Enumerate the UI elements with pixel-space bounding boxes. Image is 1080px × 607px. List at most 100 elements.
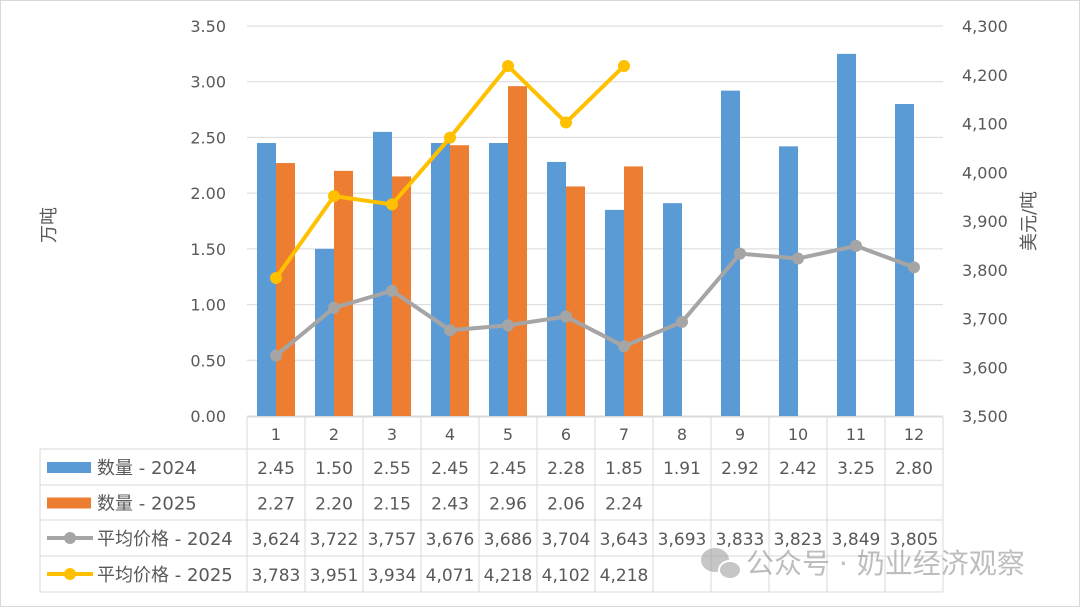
x-tick-label: 3	[387, 425, 397, 444]
data-label: 2.43	[431, 495, 469, 515]
data-label: 4,071	[426, 566, 475, 586]
y2-tick-label: 3,900	[962, 212, 1008, 231]
y-tick-label: 3.50	[190, 17, 226, 36]
data-label: 3,624	[252, 530, 301, 550]
data-label: 2.55	[373, 459, 411, 479]
bar-数量-2024	[431, 143, 450, 416]
y-tick-label: 0.00	[190, 407, 226, 426]
data-label: 1.50	[315, 459, 353, 479]
data-point	[328, 301, 340, 314]
data-label: 3.25	[837, 459, 875, 479]
x-tick-label: 12	[904, 425, 924, 444]
data-point	[618, 340, 630, 353]
data-label: 2.20	[315, 495, 353, 515]
data-label: 3,757	[368, 530, 417, 550]
y2-tick-label: 4,100	[962, 115, 1008, 134]
y2-tick-label: 4,300	[962, 17, 1008, 36]
data-point	[444, 131, 456, 144]
bar-数量-2024	[373, 131, 392, 416]
data-label: 2.28	[547, 459, 585, 479]
y2-tick-label: 3,800	[962, 261, 1008, 280]
y2-axis-label: 美元/吨	[1019, 191, 1040, 251]
data-point	[734, 247, 746, 260]
y2-tick-label: 3,700	[962, 310, 1008, 329]
data-point	[792, 252, 804, 265]
bar-数量-2024	[837, 53, 856, 416]
y-tick-label: 2.50	[190, 128, 226, 147]
watermark-text: 公众号 · 奶业经济观察	[746, 547, 1025, 580]
data-label: 3,805	[890, 530, 939, 550]
data-label: 2.45	[431, 459, 469, 479]
data-label: 2.45	[257, 459, 295, 479]
bar-数量-2024	[895, 104, 914, 416]
x-tick-label: 4	[445, 425, 455, 444]
bar-数量-2025	[334, 170, 353, 416]
x-tick-label: 11	[846, 425, 866, 444]
legend-label: 数量 - 2024	[97, 458, 197, 479]
data-label: 3,833	[716, 530, 765, 550]
data-point	[270, 349, 282, 362]
x-tick-label: 6	[561, 425, 571, 444]
bar-数量-2024	[315, 248, 334, 416]
data-label: 2.80	[895, 459, 933, 479]
bar-数量-2025	[450, 145, 469, 416]
bar-数量-2025	[508, 86, 527, 417]
x-tick-label: 7	[619, 425, 629, 444]
y-tick-label: 1.00	[190, 296, 226, 315]
data-label: 3,643	[600, 530, 649, 550]
data-point	[444, 324, 456, 337]
data-label: 3,934	[368, 566, 417, 586]
data-point	[908, 261, 920, 274]
y-axis-label: 万吨	[39, 207, 60, 243]
data-point	[386, 284, 398, 297]
bar-数量-2024	[779, 146, 798, 417]
series-line	[274, 243, 915, 358]
data-point	[618, 59, 630, 72]
bar-数量-2024	[605, 209, 624, 416]
data-label: 2.96	[489, 495, 527, 515]
y-tick-label: 3.00	[190, 73, 226, 92]
data-label: 3,849	[832, 530, 881, 550]
data-label: 2.15	[373, 495, 411, 515]
bar-数量-2025	[624, 166, 643, 416]
data-label: 2.24	[605, 495, 643, 515]
data-label: 3,704	[542, 530, 591, 550]
y-tick-label: 0.50	[190, 351, 226, 370]
data-point	[328, 190, 340, 203]
data-label: 3,951	[310, 566, 359, 586]
data-label: 4,218	[600, 566, 649, 586]
bar-数量-2024	[721, 90, 740, 416]
data-label: 2.27	[257, 495, 295, 515]
data-label: 1.91	[663, 459, 701, 479]
legend-key-marker	[64, 532, 76, 544]
x-tick-label: 10	[788, 425, 808, 444]
data-point	[560, 310, 572, 323]
data-label: 4,102	[542, 566, 591, 586]
legend-label: 平均价格 - 2025	[97, 565, 233, 586]
legend-label: 平均价格 - 2024	[97, 529, 233, 550]
legend-key-marker	[64, 568, 76, 580]
bar-数量-2024	[489, 143, 508, 416]
data-point	[502, 319, 514, 332]
y2-tick-label: 4,000	[962, 163, 1008, 182]
watermark: 公众号 · 奶业经济观察	[701, 547, 1025, 580]
data-label: 2.45	[489, 459, 527, 479]
bar-数量-2025	[276, 163, 295, 416]
data-label: 4,218	[484, 566, 533, 586]
wechat-icon	[701, 548, 742, 580]
data-point	[850, 239, 862, 252]
data-point	[676, 315, 688, 328]
bar-数量-2024	[257, 143, 276, 416]
data-label: 2.06	[547, 495, 585, 515]
x-tick-label: 8	[677, 425, 687, 444]
y-tick-label: 1.50	[190, 240, 226, 259]
x-tick-label: 9	[735, 425, 745, 444]
bar-数量-2024	[663, 203, 682, 416]
data-label: 3,693	[658, 530, 707, 550]
data-label: 3,676	[426, 530, 475, 550]
y2-tick-label: 3,600	[962, 358, 1008, 377]
data-point	[502, 59, 514, 72]
x-tick-label: 2	[329, 425, 339, 444]
